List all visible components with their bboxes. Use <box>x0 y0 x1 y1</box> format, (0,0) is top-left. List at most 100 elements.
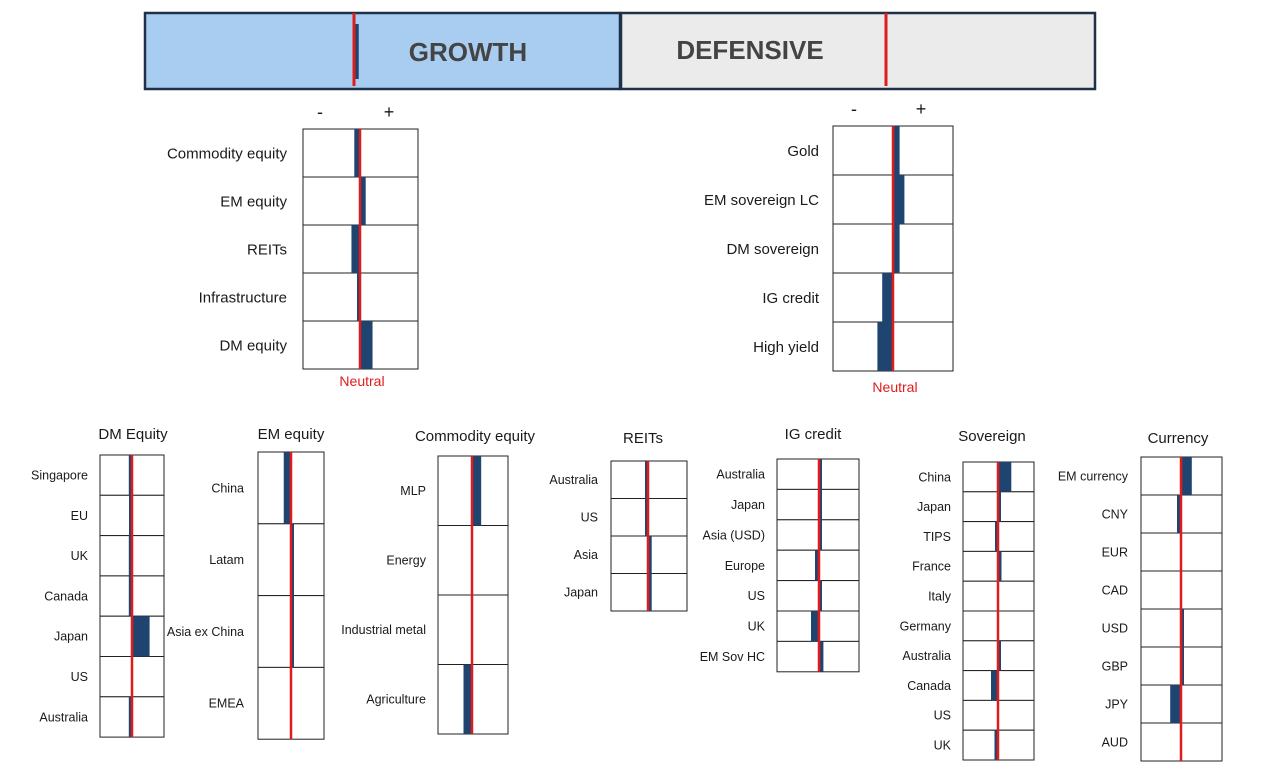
scale-plus: + <box>384 102 395 122</box>
value-bar <box>995 521 998 552</box>
category-label: Japan <box>917 500 951 514</box>
value-bar <box>877 322 893 371</box>
panel-dm-equity: DM Equity Singapore EU UK Canada Japan US Austr… <box>31 426 168 738</box>
category-label: High yield <box>753 339 819 356</box>
category-label: EUR <box>1102 545 1128 559</box>
value-bar <box>1170 685 1181 723</box>
category-label: EM equity <box>220 193 287 210</box>
value-bar <box>893 126 900 175</box>
defensive-label: DEFENSIVE <box>676 35 823 65</box>
panel-title: EM equity <box>258 426 325 443</box>
value-bar <box>128 696 132 738</box>
value-bar <box>128 455 132 496</box>
value-bar <box>1181 647 1184 685</box>
category-label: REITs <box>247 241 287 258</box>
category-label: Gold <box>787 143 819 160</box>
value-bar <box>351 225 360 273</box>
category-label: Agriculture <box>366 693 426 707</box>
category-label: Italy <box>928 589 952 603</box>
panel-em-equity: EM equity China Latam Asia ex China EMEA <box>167 426 325 740</box>
category-label: Asia (USD) <box>702 528 765 542</box>
scale-plus: + <box>916 99 927 119</box>
value-bar <box>882 273 893 322</box>
category-label: Europe <box>725 559 765 573</box>
category-label: UK <box>934 738 952 752</box>
value-bar <box>360 177 366 225</box>
value-bar <box>1181 609 1184 647</box>
panel-title: Currency <box>1148 430 1209 447</box>
category-label: Energy <box>386 554 426 568</box>
value-bar <box>360 321 373 369</box>
panel-reits: REITs Australia US Asia Japan <box>549 430 688 612</box>
category-label: France <box>912 560 951 574</box>
value-bar <box>893 175 905 224</box>
category-label: UK <box>748 620 766 634</box>
category-label: US <box>934 709 951 723</box>
category-label: Germany <box>900 619 952 633</box>
category-label: AUD <box>1102 735 1128 749</box>
header-banner: GROWTH DEFENSIVE <box>143 11 1097 91</box>
value-bar <box>291 595 294 668</box>
category-label: GBP <box>1102 659 1128 673</box>
category-label: Singapore <box>31 469 88 483</box>
value-bar <box>819 519 822 551</box>
category-label: China <box>211 481 244 495</box>
category-label: Australia <box>716 468 765 482</box>
category-label: US <box>71 670 88 684</box>
value-bar <box>893 224 900 273</box>
category-label: EU <box>71 509 88 523</box>
panel-defensive: - + Neutral Gold EM sovereign LC DM sovereign… <box>704 99 954 395</box>
defensive-box <box>619 11 1097 91</box>
category-label: Japan <box>731 498 765 512</box>
category-label: EM Sov HC <box>700 650 765 664</box>
category-label: IG credit <box>762 290 820 307</box>
category-label: US <box>748 589 765 603</box>
value-bar <box>132 616 150 657</box>
value-bar <box>128 535 132 576</box>
category-label: Asia ex China <box>167 625 244 639</box>
value-bar <box>815 550 819 581</box>
value-bar <box>819 580 822 611</box>
growth-position-bar <box>354 24 359 79</box>
panel-title: DM Equity <box>98 426 168 443</box>
scale-minus: - <box>851 99 857 119</box>
category-label: Japan <box>564 586 598 600</box>
panel-currency: Currency EM currency CNY EUR CAD USD GBP JPY AUD <box>1058 430 1223 762</box>
neutral-label: Neutral <box>339 373 384 389</box>
category-label: China <box>918 470 951 484</box>
category-label: Australia <box>39 710 88 724</box>
category-label: Canada <box>907 679 951 693</box>
panel-title: Commodity equity <box>415 428 536 445</box>
value-bar <box>1181 457 1192 495</box>
value-bar <box>1177 495 1181 533</box>
category-label: Australia <box>549 473 598 487</box>
panels: - + Neutral Commodity equity EM equity REITs I… <box>31 99 1223 762</box>
category-label: USD <box>1102 621 1128 635</box>
value-bar <box>998 462 1012 492</box>
value-bar <box>648 536 652 574</box>
panel-title: IG credit <box>785 426 843 443</box>
value-bar <box>819 489 822 520</box>
panel-ig-credit: IG credit Australia Japan Asia (USD) Europe U… <box>700 426 860 673</box>
value-bar <box>998 640 1001 671</box>
category-label: Commodity equity <box>167 145 288 162</box>
value-bar <box>463 664 472 734</box>
category-label: Infrastructure <box>199 289 287 306</box>
category-label: JPY <box>1105 697 1129 711</box>
value-bar <box>128 575 132 617</box>
category-label: EM currency <box>1058 469 1129 483</box>
value-bar <box>811 611 819 642</box>
growth-label: GROWTH <box>409 37 527 67</box>
value-bar <box>291 523 294 596</box>
category-label: DM sovereign <box>726 241 819 258</box>
category-label: EMEA <box>209 697 245 711</box>
category-label: Industrial metal <box>341 623 426 637</box>
panel-growth: - + Neutral Commodity equity EM equity REITs I… <box>167 102 419 389</box>
neutral-label: Neutral <box>872 379 917 395</box>
scale-minus: - <box>317 102 323 122</box>
value-bar <box>998 551 1002 582</box>
growth-box <box>143 11 622 91</box>
value-bar <box>819 459 822 490</box>
value-bar <box>645 461 648 499</box>
value-bar <box>819 641 824 672</box>
